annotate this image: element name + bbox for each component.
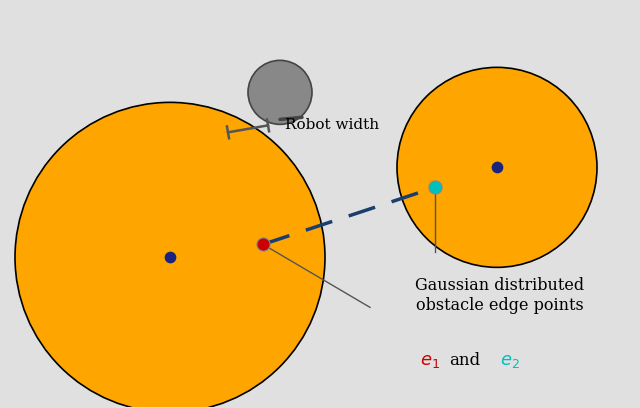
Circle shape — [45, 132, 295, 382]
Circle shape — [417, 87, 577, 247]
Text: Robot width: Robot width — [285, 118, 379, 132]
Text: obstacle edge points: obstacle edge points — [416, 297, 584, 314]
Text: Gaussian distributed: Gaussian distributed — [415, 277, 584, 294]
Circle shape — [120, 207, 220, 307]
Circle shape — [15, 102, 325, 408]
Point — [258, 241, 268, 248]
Circle shape — [469, 140, 525, 195]
Circle shape — [98, 185, 242, 329]
Point — [492, 164, 502, 171]
Circle shape — [436, 106, 558, 228]
Circle shape — [248, 60, 312, 124]
Circle shape — [397, 67, 597, 267]
Point — [430, 184, 440, 191]
Point — [165, 254, 175, 261]
Text: $e_2$: $e_2$ — [500, 353, 520, 370]
Circle shape — [453, 123, 541, 211]
Circle shape — [72, 160, 268, 355]
Text: $e_1$: $e_1$ — [420, 353, 440, 370]
Text: and: and — [449, 353, 481, 369]
